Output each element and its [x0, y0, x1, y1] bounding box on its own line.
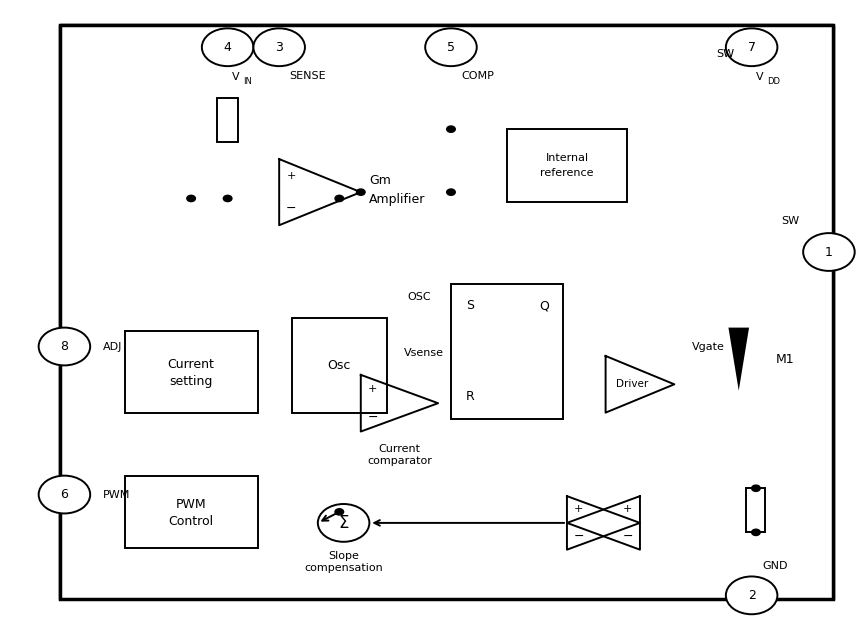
- Text: +: +: [624, 504, 632, 514]
- Circle shape: [186, 195, 195, 202]
- Circle shape: [318, 504, 369, 542]
- Bar: [451, 284, 563, 419]
- Text: Vgate: Vgate: [691, 341, 724, 352]
- Text: V: V: [232, 72, 240, 83]
- Text: +: +: [575, 504, 583, 514]
- Circle shape: [356, 189, 365, 195]
- Text: reference: reference: [540, 168, 594, 178]
- Text: GND: GND: [762, 561, 788, 571]
- Text: Q: Q: [539, 299, 549, 312]
- Text: Osc: Osc: [327, 359, 351, 372]
- Text: Vsense: Vsense: [404, 348, 444, 358]
- Text: R: R: [466, 391, 474, 403]
- Text: 8: 8: [60, 340, 69, 353]
- Bar: [125, 476, 258, 548]
- Circle shape: [752, 529, 760, 535]
- Text: −: −: [368, 411, 378, 423]
- Text: 7: 7: [747, 41, 756, 54]
- Text: DD: DD: [767, 77, 780, 86]
- Text: 1: 1: [825, 246, 833, 258]
- Text: +: +: [287, 171, 295, 181]
- Text: OSC: OSC: [407, 292, 430, 302]
- Circle shape: [447, 126, 455, 132]
- Text: Control: Control: [168, 515, 214, 528]
- Text: Gm: Gm: [369, 175, 391, 187]
- Polygon shape: [728, 328, 749, 391]
- Bar: [125, 331, 258, 413]
- Circle shape: [202, 28, 253, 66]
- Bar: [292, 318, 387, 413]
- Text: ADJ: ADJ: [103, 341, 123, 352]
- Circle shape: [803, 233, 855, 271]
- Text: −: −: [286, 202, 296, 215]
- Text: Amplifier: Amplifier: [369, 193, 426, 206]
- Text: 4: 4: [223, 41, 232, 54]
- Bar: [507, 129, 627, 202]
- Text: +: +: [369, 384, 377, 394]
- Circle shape: [39, 476, 90, 513]
- Text: Driver: Driver: [616, 379, 648, 389]
- Text: IN: IN: [243, 77, 252, 86]
- Text: SENSE: SENSE: [289, 71, 326, 81]
- Text: Current: Current: [168, 358, 215, 370]
- Text: M1: M1: [776, 353, 795, 365]
- Text: setting: setting: [169, 375, 213, 387]
- Circle shape: [726, 28, 777, 66]
- Text: compensation: compensation: [304, 563, 383, 573]
- Circle shape: [425, 28, 477, 66]
- Text: PWM: PWM: [176, 498, 206, 511]
- Text: SW: SW: [716, 49, 734, 59]
- Text: −: −: [574, 530, 584, 543]
- Text: comparator: comparator: [367, 456, 432, 466]
- Text: SW: SW: [781, 215, 800, 226]
- Circle shape: [39, 328, 90, 365]
- Text: V: V: [756, 72, 764, 83]
- Text: 2: 2: [747, 589, 756, 602]
- Bar: [217, 98, 238, 142]
- Text: S: S: [466, 299, 474, 312]
- Text: Slope: Slope: [328, 551, 359, 561]
- Text: Σ: Σ: [338, 514, 349, 532]
- Circle shape: [335, 195, 344, 202]
- Text: COMP: COMP: [461, 71, 494, 81]
- Text: 3: 3: [275, 41, 283, 54]
- Bar: [746, 488, 765, 532]
- Circle shape: [752, 485, 760, 491]
- Text: 5: 5: [447, 41, 455, 54]
- Text: PWM: PWM: [103, 490, 131, 500]
- Text: 6: 6: [60, 488, 69, 501]
- Text: −: −: [623, 530, 633, 543]
- Circle shape: [253, 28, 305, 66]
- Text: Current: Current: [379, 444, 420, 454]
- Text: Internal: Internal: [545, 153, 588, 163]
- Circle shape: [447, 189, 455, 195]
- Circle shape: [223, 195, 232, 202]
- Circle shape: [335, 509, 344, 515]
- Circle shape: [726, 576, 777, 614]
